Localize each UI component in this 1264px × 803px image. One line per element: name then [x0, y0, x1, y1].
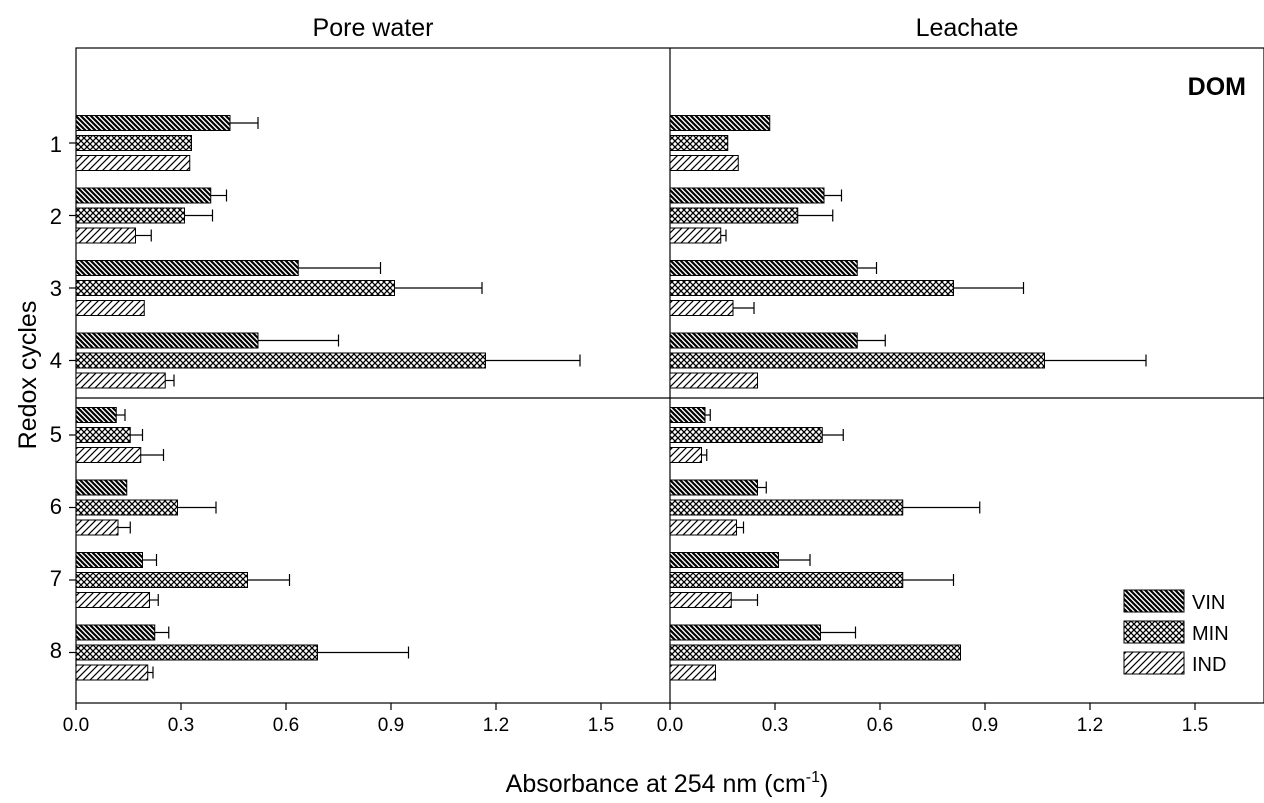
bar-min: [669, 499, 904, 516]
bar-vin: [75, 552, 143, 568]
bar-vin: [75, 260, 299, 276]
bar-ind: [669, 592, 732, 608]
bar-min: [669, 352, 1045, 369]
bar-vin: [75, 407, 117, 423]
x-axis-label-main: Absorbance at 254 nm (cm: [506, 770, 806, 798]
bar-min: [75, 427, 131, 443]
x-tick-label: 1.5: [1182, 715, 1208, 736]
x-tick-label: 0.3: [168, 715, 194, 736]
x-tick-label: 0.9: [972, 715, 998, 736]
legend-swatch-ind: [1123, 651, 1185, 675]
panel-title-pore-water: Pore water: [313, 14, 434, 42]
legend-swatch-min: [1123, 620, 1185, 644]
panel-title-leachate: Leachate: [916, 14, 1019, 42]
bar-vin: [75, 479, 128, 496]
x-tick-label: 1.5: [588, 715, 614, 736]
x-tick-label: 0.6: [867, 715, 893, 736]
x-tick-label: 1.2: [483, 715, 509, 736]
bar-ind: [75, 372, 166, 389]
bar-ind: [75, 519, 119, 536]
bar-min: [669, 572, 904, 588]
bar-vin: [75, 187, 212, 204]
x-axis-label-end: ): [820, 770, 828, 798]
bar-ind: [75, 592, 150, 608]
axis-ticks: [69, 142, 1196, 710]
bar-min: [669, 644, 961, 661]
bar-min: [669, 135, 729, 151]
x-tick-label: 0.0: [63, 715, 89, 736]
bar-ind: [669, 155, 739, 171]
bar-ind: [669, 300, 734, 316]
bar-vin: [669, 332, 858, 349]
legend-label-ind: IND: [1192, 654, 1226, 676]
bar-min: [669, 207, 799, 224]
x-tick-label: 1.2: [1077, 715, 1103, 736]
bar-ind: [669, 519, 737, 536]
x-axis-label: Absorbance at 254 nm (cm-1): [506, 769, 829, 798]
category-label: 8: [50, 638, 62, 663]
bar-vin: [75, 332, 259, 349]
bar-min: [75, 135, 192, 151]
bar-vin: [669, 552, 779, 568]
bar-vin: [75, 624, 156, 641]
bar-min: [669, 280, 954, 296]
legend-label-vin: VIN: [1192, 592, 1225, 614]
bar-vin: [669, 479, 758, 496]
bar-ind: [669, 664, 716, 681]
x-tick-label: 0.3: [762, 715, 788, 736]
bar-min: [75, 644, 318, 661]
bar-min: [75, 207, 185, 224]
bar-ind: [75, 227, 136, 244]
bar-min: [75, 352, 486, 369]
bar-vin: [669, 187, 825, 204]
bar-ind: [75, 300, 145, 316]
category-labels: 1 2 3 4 5 6 7 8: [50, 132, 62, 663]
bar-ind: [669, 447, 702, 463]
dom-annotation: DOM: [1188, 73, 1246, 101]
bar-ind: [669, 372, 758, 389]
bar-ind: [75, 447, 142, 463]
category-label: 7: [50, 566, 62, 591]
bar-vin: [669, 260, 858, 276]
bar-vin: [669, 624, 821, 641]
legend: VIN MIN IND: [1123, 589, 1229, 676]
legend-swatch-vin: [1123, 589, 1185, 613]
bar-min: [75, 280, 395, 296]
bar-ind: [669, 227, 722, 244]
legend-label-min: MIN: [1192, 623, 1229, 645]
bar-min: [75, 572, 248, 588]
bar-min: [75, 499, 178, 516]
category-label: 3: [50, 276, 62, 301]
bar-vin: [75, 115, 231, 131]
bar-ind: [75, 155, 191, 171]
y-axis-label: Redox cycles: [14, 301, 42, 450]
bar-ind: [75, 664, 149, 681]
category-label: 6: [50, 494, 62, 519]
category-label: 2: [50, 204, 62, 229]
category-label: 5: [50, 422, 62, 447]
bars: [75, 115, 1147, 681]
x-tick-label: 0.6: [273, 715, 299, 736]
x-tick-labels-left: 0.0 0.3 0.6 0.9 1.2 1.5: [63, 715, 614, 736]
x-axis-label-sup: -1: [806, 769, 820, 786]
bar-vin: [669, 407, 706, 423]
category-label: 4: [50, 348, 62, 373]
x-tick-labels-right: 0.0 0.3 0.6 0.9 1.2 1.5: [657, 715, 1208, 736]
category-label: 1: [50, 132, 62, 157]
bar-min: [669, 427, 823, 443]
x-tick-label: 0.0: [657, 715, 683, 736]
x-tick-label: 0.9: [378, 715, 404, 736]
bar-vin: [669, 115, 771, 131]
